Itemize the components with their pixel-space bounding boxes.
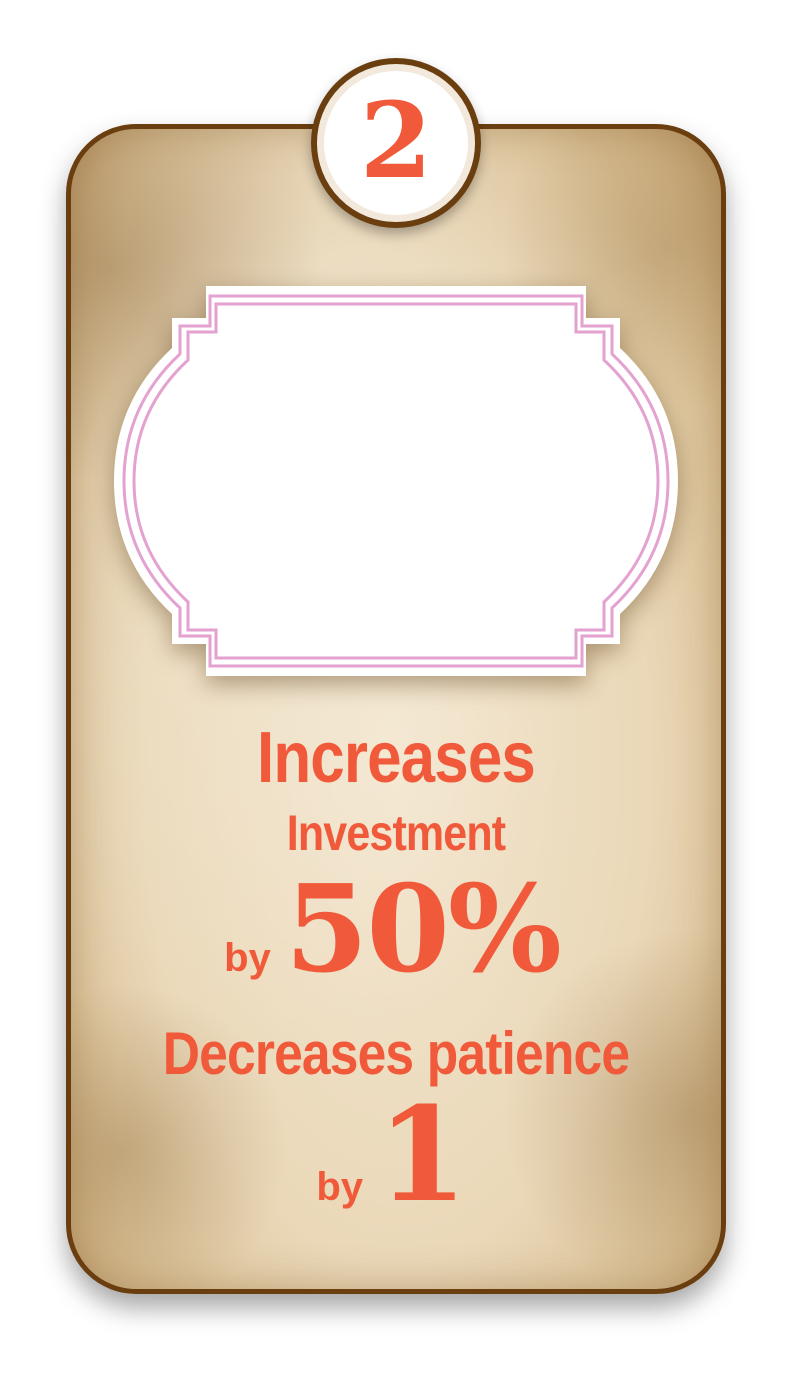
frame-outer-shape (114, 286, 678, 676)
effect-2-value: 1 (377, 1078, 468, 1231)
effect-1-by-label: by (224, 936, 271, 980)
effect-1-target: Investment (286, 805, 506, 861)
card-number: 2 (359, 79, 433, 202)
effect-1-verb: Increases (256, 718, 536, 798)
card-number-badge: 2 (311, 58, 481, 228)
effect-2-text: Decreases patience (162, 1020, 630, 1087)
effect-1-amount: by 50% (66, 870, 726, 990)
effect-2-by-label: by (316, 1165, 364, 1209)
frame-inner-border (122, 294, 670, 668)
frame-inner-border-2 (132, 302, 660, 660)
effect-1-value: 50% (284, 859, 562, 1000)
effect-2-amount: by 1 (66, 1090, 726, 1220)
card-image-frame (114, 286, 678, 676)
